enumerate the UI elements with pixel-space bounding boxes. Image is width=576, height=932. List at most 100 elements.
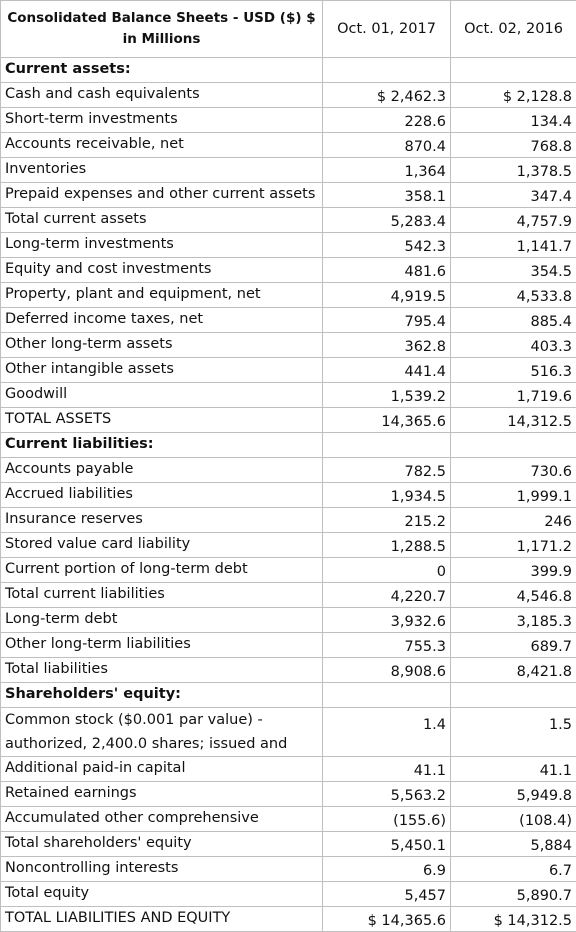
- row-label: TOTAL LIABILITIES AND EQUITY: [1, 907, 323, 932]
- value-oct-2017: 362.8: [323, 333, 451, 358]
- column-header-2016: Oct. 02, 2016: [451, 1, 576, 58]
- value-oct-2017: 1,934.5: [323, 483, 451, 508]
- value-oct-2016: 4,533.8: [451, 283, 576, 308]
- value-oct-2017: 5,450.1: [323, 832, 451, 857]
- row-label: Current portion of long-term debt: [1, 558, 323, 583]
- row-label: Other intangible assets: [1, 358, 323, 383]
- row-label: Deferred income taxes, net: [1, 308, 323, 333]
- table-row: Accumulated other comprehensive(155.6)(1…: [1, 807, 576, 832]
- value-oct-2016: 4,757.9: [451, 208, 576, 233]
- value-oct-2016: [451, 58, 576, 83]
- row-label: Retained earnings: [1, 782, 323, 807]
- row-label: Equity and cost investments: [1, 258, 323, 283]
- row-label: Other long-term liabilities: [1, 633, 323, 658]
- value-oct-2017: 1,288.5: [323, 533, 451, 558]
- row-label: Total shareholders' equity: [1, 832, 323, 857]
- value-oct-2016: 134.4: [451, 108, 576, 133]
- row-label: Accounts payable: [1, 458, 323, 483]
- row-label: Accumulated other comprehensive: [1, 807, 323, 832]
- value-oct-2017: 870.4: [323, 133, 451, 158]
- value-oct-2017: [323, 683, 451, 708]
- row-label: Common stock ($0.001 par value) - author…: [1, 708, 323, 757]
- value-oct-2017: 228.6: [323, 108, 451, 133]
- value-oct-2016: 403.3: [451, 333, 576, 358]
- row-label: Total current assets: [1, 208, 323, 233]
- value-oct-2017: 795.4: [323, 308, 451, 333]
- value-oct-2016: 347.4: [451, 183, 576, 208]
- table-title: Consolidated Balance Sheets - USD ($) $ …: [1, 1, 323, 58]
- value-oct-2017: 1,539.2: [323, 383, 451, 408]
- value-oct-2017: 6.9: [323, 857, 451, 882]
- value-oct-2016: 768.8: [451, 133, 576, 158]
- row-label: Current liabilities:: [1, 433, 323, 458]
- section-header-row: Current assets:: [1, 58, 576, 83]
- value-oct-2017: 782.5: [323, 458, 451, 483]
- value-oct-2016: 246: [451, 508, 576, 533]
- row-label: Total equity: [1, 882, 323, 907]
- table-row: Prepaid expenses and other current asset…: [1, 183, 576, 208]
- value-oct-2016: 14,312.5: [451, 408, 576, 433]
- row-label: Cash and cash equivalents: [1, 83, 323, 108]
- value-oct-2017: 0: [323, 558, 451, 583]
- value-oct-2016: 689.7: [451, 633, 576, 658]
- value-oct-2016: 6.7: [451, 857, 576, 882]
- value-oct-2017: 1.4: [323, 708, 451, 757]
- value-oct-2017: [323, 433, 451, 458]
- row-label: Inventories: [1, 158, 323, 183]
- value-oct-2016: 5,890.7: [451, 882, 576, 907]
- row-label: Other long-term assets: [1, 333, 323, 358]
- value-oct-2016: 1,719.6: [451, 383, 576, 408]
- row-label: Insurance reserves: [1, 508, 323, 533]
- value-oct-2017: 358.1: [323, 183, 451, 208]
- value-oct-2016: 1.5: [451, 708, 576, 757]
- value-oct-2016: [451, 433, 576, 458]
- value-oct-2016: 3,185.3: [451, 608, 576, 633]
- value-oct-2016: 354.5: [451, 258, 576, 283]
- value-oct-2016: 730.6: [451, 458, 576, 483]
- row-label: Long-term debt: [1, 608, 323, 633]
- row-label: Accrued liabilities: [1, 483, 323, 508]
- value-oct-2017: 5,457: [323, 882, 451, 907]
- value-oct-2016: 5,949.8: [451, 782, 576, 807]
- value-oct-2016: $ 2,128.8: [451, 83, 576, 108]
- table-body: Current assets:Cash and cash equivalents…: [1, 58, 576, 932]
- value-oct-2017: 5,283.4: [323, 208, 451, 233]
- value-oct-2016: [451, 683, 576, 708]
- table-row: Cash and cash equivalents$ 2,462.3$ 2,12…: [1, 83, 576, 108]
- value-oct-2016: 1,171.2: [451, 533, 576, 558]
- section-header-row: Current liabilities:: [1, 433, 576, 458]
- value-oct-2016: (108.4): [451, 807, 576, 832]
- value-oct-2016: 516.3: [451, 358, 576, 383]
- column-header-2017: Oct. 01, 2017: [323, 1, 451, 58]
- row-label: TOTAL ASSETS: [1, 408, 323, 433]
- row-label: Goodwill: [1, 383, 323, 408]
- table-row: Common stock ($0.001 par value) - author…: [1, 708, 576, 757]
- value-oct-2017: 8,908.6: [323, 658, 451, 683]
- table-row: TOTAL LIABILITIES AND EQUITY$ 14,365.6$ …: [1, 907, 576, 932]
- value-oct-2017: 5,563.2: [323, 782, 451, 807]
- row-label: Noncontrolling interests: [1, 857, 323, 882]
- value-oct-2017: 1,364: [323, 158, 451, 183]
- value-oct-2017: 542.3: [323, 233, 451, 258]
- row-label: Property, plant and equipment, net: [1, 283, 323, 308]
- row-label: Total current liabilities: [1, 583, 323, 608]
- value-oct-2016: 885.4: [451, 308, 576, 333]
